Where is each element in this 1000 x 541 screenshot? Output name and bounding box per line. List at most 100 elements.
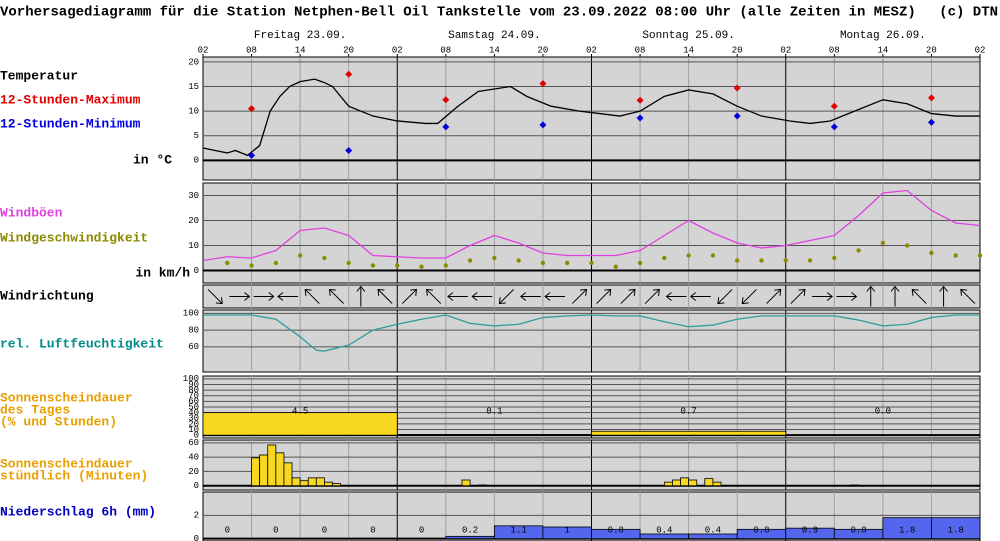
unit-label: in °C [133, 152, 172, 167]
wind-arrow [890, 285, 900, 307]
bar [332, 483, 341, 487]
arrow-head [544, 292, 551, 301]
arrow-shaft [717, 289, 733, 304]
dot [637, 260, 643, 266]
dot [832, 255, 837, 261]
wind-arrow [620, 288, 636, 304]
arrow-shaft [911, 289, 927, 304]
bar [251, 457, 261, 487]
day-label: Montag 26.09. [840, 30, 926, 42]
value-label: 0.8 [850, 525, 866, 535]
arrow-head [665, 292, 672, 301]
dot [613, 264, 618, 269]
wind-arrow [790, 288, 806, 304]
y-tick-label: 100 [183, 309, 199, 319]
legend-entry: Windböen [0, 205, 63, 220]
dot [419, 264, 424, 269]
panel-label: Niederschlag 6h (mm) [0, 504, 156, 519]
dot [977, 253, 983, 258]
line [203, 314, 980, 352]
bar [315, 477, 325, 487]
dot [856, 248, 861, 253]
arrow-head [628, 288, 636, 296]
wind-arrow [939, 285, 948, 307]
panel-label: des Tages [0, 402, 70, 417]
hours-label: 4.5 [292, 406, 308, 416]
value-label: 0.8 [753, 525, 769, 535]
panel-label: (% und Stunden) [0, 414, 117, 429]
y-tick-label: 20 [188, 216, 199, 226]
arrow-shaft [766, 289, 782, 304]
wind-arrow [426, 288, 442, 304]
dot [686, 253, 691, 258]
panel-label: Sonnenscheindauer [0, 456, 133, 471]
dot [467, 258, 473, 263]
wind-arrow [741, 289, 757, 305]
arrow-head [652, 288, 660, 296]
y-tick-label: 20 [188, 57, 199, 67]
wind-arrow [665, 292, 687, 301]
x-tick-label: 20 [926, 45, 937, 55]
panel-label: Sonnenscheindauer [0, 390, 133, 405]
legend-entry: Windgeschwindigkeit [0, 230, 148, 245]
panel-label: rel. Luftfeuchtigkeit [0, 336, 164, 351]
bar [663, 481, 673, 487]
y-tick-label: 60 [188, 342, 199, 352]
marker [442, 123, 450, 131]
x-tick-label: 14 [877, 45, 888, 55]
y-tick-label: 80 [188, 385, 199, 395]
bar [461, 479, 471, 487]
wind-arrow [207, 289, 223, 305]
bar [850, 484, 859, 487]
arrow-head [471, 292, 478, 301]
arrow-head [798, 288, 806, 296]
dot [273, 260, 279, 266]
wind-arrow [544, 292, 566, 301]
bar [267, 444, 277, 487]
value-label: 0 [225, 525, 230, 535]
wind-arrow [377, 288, 393, 304]
arrow-shaft [207, 289, 223, 304]
arrow-head [741, 297, 749, 305]
dot [395, 263, 400, 268]
bar [704, 478, 714, 487]
y-tick-label: 0 [194, 481, 199, 491]
arrow-head [911, 288, 919, 296]
y-tick-label: 2 [194, 511, 199, 521]
dot [807, 258, 813, 263]
y-tick-label: 40 [188, 453, 199, 463]
arrow-head [498, 297, 506, 305]
arrow-head [377, 288, 385, 296]
bar [680, 477, 690, 487]
line [202, 189, 981, 262]
wind-arrow [277, 292, 298, 301]
value-label: 0 [370, 525, 375, 535]
marker [636, 96, 644, 104]
panel-label: Temperatur [0, 68, 78, 83]
x-tick-label: 02 [198, 45, 209, 55]
bar [445, 535, 495, 540]
wind-arrow [866, 285, 876, 307]
line [202, 78, 980, 157]
title: Vorhersagediagramm für die Station Netph… [0, 5, 916, 21]
arrow-head [890, 285, 900, 292]
y-tick-label: 40 [188, 408, 199, 418]
marker [830, 123, 838, 131]
arrow-head [866, 285, 876, 292]
y-tick-label: 20 [188, 467, 199, 477]
day-label: Samstag 24.09. [448, 30, 540, 42]
y-tick-label: 60 [188, 397, 199, 407]
wind-arrow [766, 288, 782, 304]
wind-arrow [596, 288, 612, 304]
marker [539, 121, 547, 129]
dot [929, 250, 934, 256]
y-tick-label: 0 [194, 534, 199, 541]
x-tick-label: 14 [489, 45, 500, 55]
bar [291, 477, 301, 487]
marker [442, 96, 450, 104]
value-label: 0 [322, 525, 327, 535]
bar [931, 517, 981, 540]
wind-arrow [689, 292, 711, 301]
marker [830, 102, 838, 110]
